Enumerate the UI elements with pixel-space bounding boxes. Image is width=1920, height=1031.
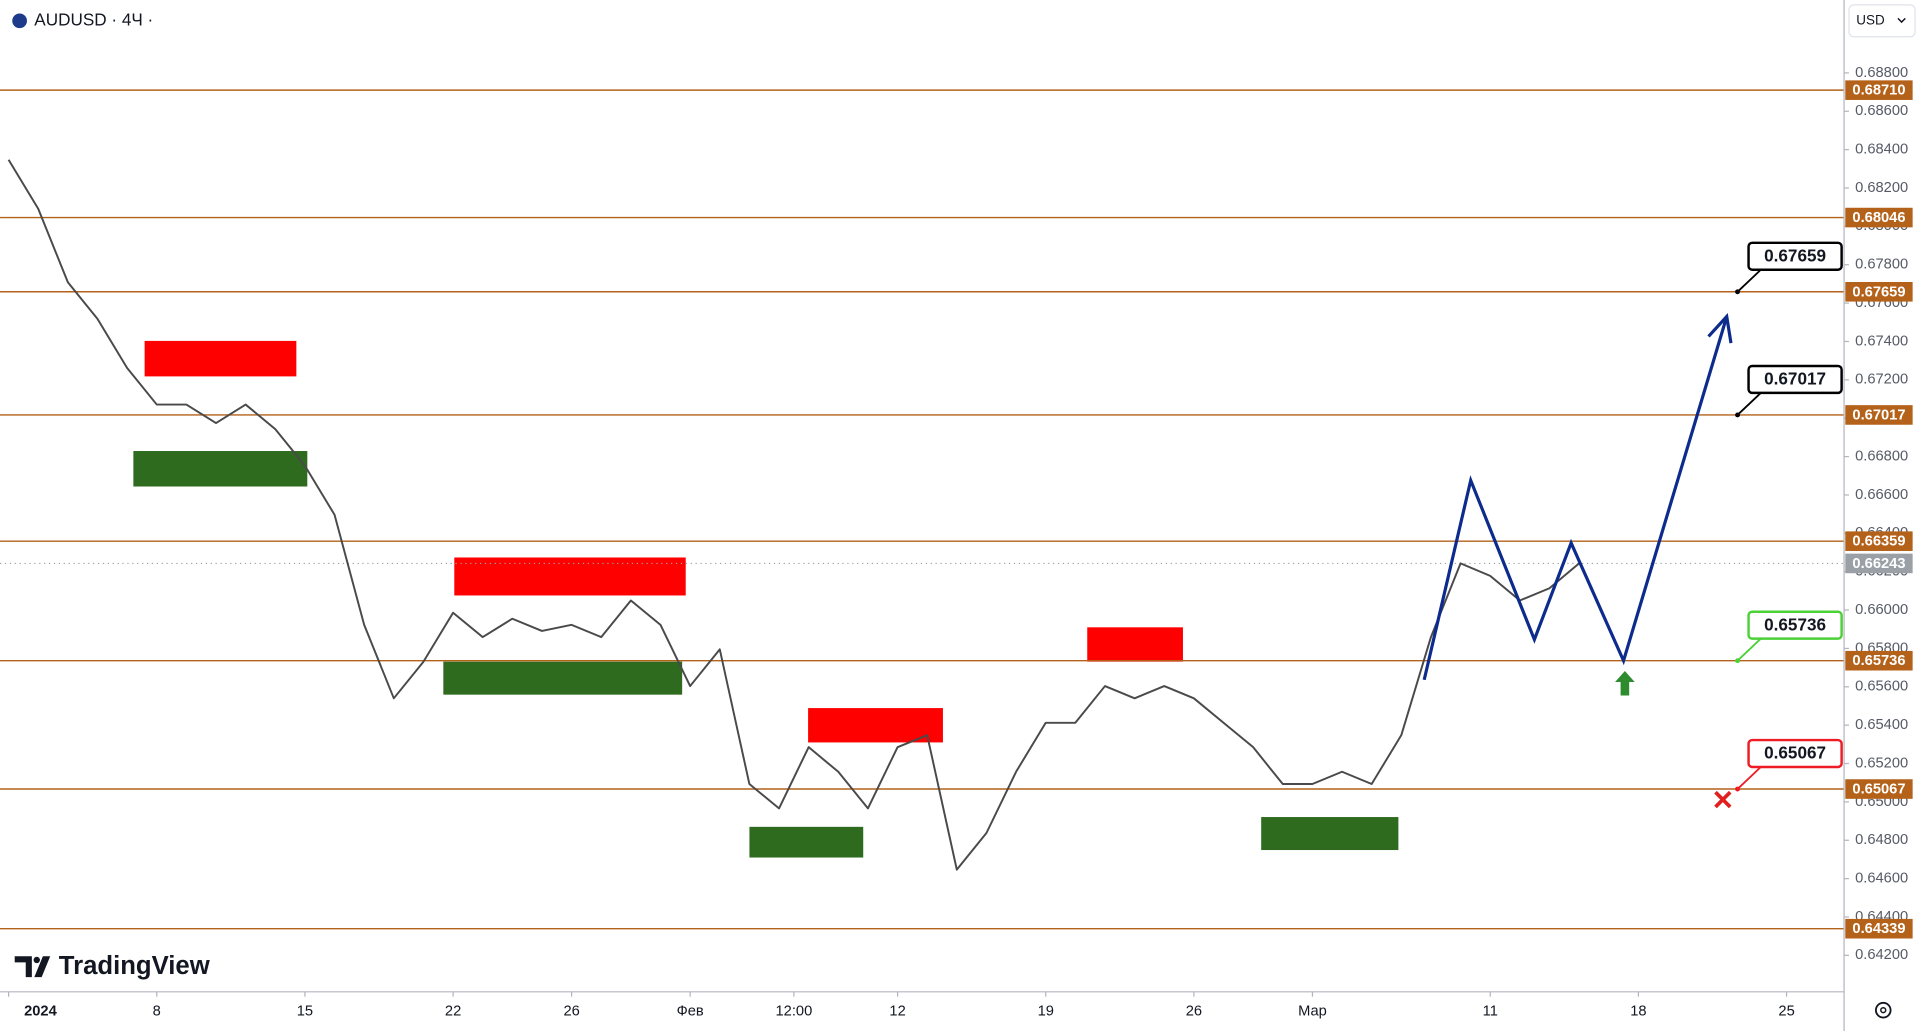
logo-dot bbox=[33, 956, 40, 964]
x-tick-label: 22 bbox=[445, 1003, 461, 1019]
stop-cross bbox=[1714, 790, 1732, 809]
level-price-label: 0.65736 bbox=[1852, 653, 1905, 669]
logo: TradingView bbox=[14, 952, 211, 980]
level-price-label: 0.68710 bbox=[1852, 83, 1905, 99]
last-price-box bbox=[1845, 553, 1913, 574]
target-pointer bbox=[1736, 269, 1762, 293]
x-tick-label: 11 bbox=[1483, 1003, 1498, 1019]
level-price-box bbox=[1845, 405, 1913, 425]
y-tick-label: 0.66000 bbox=[1855, 602, 1908, 618]
x-tick-label: Фев bbox=[677, 1003, 704, 1019]
target-pointer bbox=[1736, 392, 1762, 416]
target-label: 0.67659 bbox=[1764, 245, 1826, 265]
settings-icon-center bbox=[1880, 1007, 1887, 1014]
level-price-box bbox=[1845, 80, 1913, 100]
level-price-box bbox=[1845, 281, 1913, 302]
y-tick-label: 0.64600 bbox=[1855, 871, 1908, 887]
target-box bbox=[1747, 610, 1843, 640]
zone bbox=[443, 661, 683, 695]
level-price-label: 0.66359 bbox=[1852, 534, 1905, 550]
x-tick-label: Мар bbox=[1298, 1003, 1327, 1019]
target-box bbox=[1747, 738, 1843, 769]
y-tick-label: 0.67400 bbox=[1855, 333, 1908, 349]
target-pointer bbox=[1736, 637, 1762, 662]
level-price-box bbox=[1845, 650, 1913, 671]
y-tick-label: 0.67800 bbox=[1855, 257, 1908, 273]
target-label: 0.67017 bbox=[1764, 369, 1826, 389]
y-tick-label: 0.64200 bbox=[1855, 947, 1908, 963]
zone bbox=[144, 340, 297, 377]
level-price-box bbox=[1845, 531, 1913, 551]
zone bbox=[454, 557, 686, 596]
currency-selector[interactable] bbox=[1848, 4, 1916, 38]
target-dot bbox=[1735, 786, 1740, 792]
x-tick-label: 8 bbox=[153, 1003, 161, 1019]
logo-mark bbox=[34, 956, 51, 978]
plot-layer bbox=[0, 89, 1845, 930]
y-tick-label: 0.65400 bbox=[1855, 717, 1908, 733]
x-tick-label: 26 bbox=[1186, 1003, 1202, 1019]
x-tick-label: 26 bbox=[563, 1003, 579, 1019]
y-tick-label: 0.68200 bbox=[1855, 180, 1908, 196]
symbol-flag bbox=[12, 13, 27, 29]
x-tick-label: 25 bbox=[1778, 1003, 1794, 1019]
x-tick-label: 15 bbox=[297, 1003, 313, 1019]
level-price-box bbox=[1845, 207, 1913, 228]
level-price-label: 0.67017 bbox=[1852, 407, 1905, 423]
level-price-box bbox=[1845, 779, 1913, 799]
y-tick-label: 0.65200 bbox=[1855, 755, 1908, 771]
y-tick-label: 0.66800 bbox=[1855, 448, 1908, 464]
y-tick-label: 0.66600 bbox=[1855, 487, 1908, 503]
target-dot bbox=[1735, 658, 1740, 664]
currency-label: USD bbox=[1856, 12, 1885, 27]
level-price-label: 0.64339 bbox=[1852, 921, 1905, 937]
x-tick-label: 2024 bbox=[24, 1003, 58, 1019]
target-box bbox=[1747, 364, 1843, 395]
projection-arrowhead bbox=[1707, 313, 1733, 344]
header: AUDUSD · 4Ч · bbox=[12, 9, 153, 29]
y-tick-label: 0.68600 bbox=[1855, 103, 1908, 119]
zone bbox=[1261, 817, 1399, 851]
x-tick-label: 12 bbox=[889, 1003, 905, 1019]
level-price-label: 0.68046 bbox=[1852, 210, 1905, 226]
zone bbox=[749, 826, 864, 858]
level-price-box bbox=[1845, 918, 1913, 939]
target-pointer bbox=[1736, 766, 1762, 790]
level-price-label: 0.67659 bbox=[1852, 284, 1905, 300]
logo-text: TradingView bbox=[59, 952, 211, 980]
x-tick-label: 19 bbox=[1038, 1003, 1054, 1019]
price-line bbox=[7, 159, 1580, 871]
y-tick-label: 0.68800 bbox=[1855, 65, 1908, 81]
signal-icons bbox=[1615, 671, 1732, 809]
logo-mark bbox=[14, 956, 32, 978]
target-dot bbox=[1735, 289, 1740, 295]
target-dot bbox=[1735, 412, 1740, 418]
y-tick-label: 0.68400 bbox=[1855, 142, 1908, 158]
target-label: 0.65067 bbox=[1764, 743, 1826, 763]
y-tick-label: 0.65600 bbox=[1855, 679, 1908, 695]
symbol-title: AUDUSD · 4Ч · bbox=[34, 9, 153, 29]
settings-icon[interactable] bbox=[1874, 1001, 1892, 1019]
zone bbox=[1087, 627, 1183, 662]
y-tick-label: 0.67200 bbox=[1855, 372, 1908, 388]
overlay-layer: 0.68710 0.68046 0.67659 0.67017 0.66359 0.657… bbox=[1735, 80, 1913, 939]
target-label: 0.65736 bbox=[1764, 614, 1826, 634]
y-tick-label: 0.64800 bbox=[1855, 832, 1908, 848]
target-box bbox=[1747, 241, 1843, 271]
zone bbox=[133, 451, 308, 487]
last-price-label: 0.66243 bbox=[1852, 556, 1905, 572]
buy-arrow bbox=[1615, 671, 1635, 696]
x-tick-label: 12:00 bbox=[775, 1003, 812, 1019]
zone bbox=[808, 708, 943, 743]
level-price-label: 0.65067 bbox=[1852, 782, 1905, 798]
projection-path bbox=[1422, 316, 1729, 681]
x-tick-label: 18 bbox=[1630, 1003, 1646, 1019]
dropdown-caret bbox=[1897, 17, 1906, 24]
